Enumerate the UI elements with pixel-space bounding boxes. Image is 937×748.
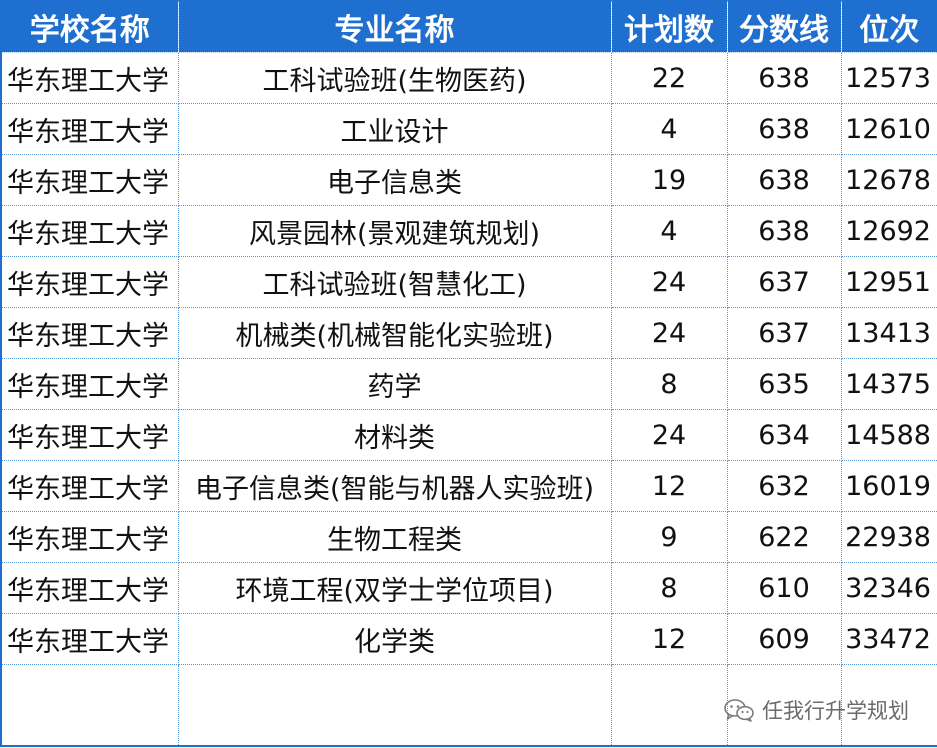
wechat-icon xyxy=(724,698,754,722)
empty-cell xyxy=(0,664,179,747)
cell-school: 华东理工大学 xyxy=(0,154,179,206)
cell-major: 工科试验班(生物医药) xyxy=(177,52,612,104)
cell-major: 材料类 xyxy=(177,409,612,461)
cell-score: 637 xyxy=(726,256,842,308)
cell-school: 华东理工大学 xyxy=(0,358,179,410)
table-row: 华东理工大学 电子信息类 19 638 12678 xyxy=(0,154,937,206)
cell-score: 638 xyxy=(726,103,842,155)
cell-school: 华东理工大学 xyxy=(0,460,179,512)
cell-rank: 32346 xyxy=(840,562,937,614)
cell-major: 机械类(机械智能化实验班) xyxy=(177,307,612,359)
cell-score: 634 xyxy=(726,409,842,461)
empty-row xyxy=(0,664,937,747)
cell-rank: 12678 xyxy=(840,154,937,206)
cell-school: 华东理工大学 xyxy=(0,409,179,461)
header-row: 学校名称 专业名称 计划数 分数线 位次 xyxy=(0,0,937,53)
empty-cell xyxy=(840,664,937,747)
cell-rank: 12610 xyxy=(840,103,937,155)
table-row: 华东理工大学 工科试验班(生物医药) 22 638 12573 xyxy=(0,52,937,104)
cell-school: 华东理工大学 xyxy=(0,52,179,104)
cell-major: 风景园林(景观建筑规划) xyxy=(177,205,612,257)
cell-school: 华东理工大学 xyxy=(0,205,179,257)
cell-score: 638 xyxy=(726,154,842,206)
cell-score: 610 xyxy=(726,562,842,614)
cell-major: 药学 xyxy=(177,358,612,410)
cell-plan: 24 xyxy=(610,256,728,308)
cell-plan: 12 xyxy=(610,613,728,665)
cell-rank: 14588 xyxy=(840,409,937,461)
header-plan: 计划数 xyxy=(610,0,728,53)
cell-rank: 22938 xyxy=(840,511,937,563)
header-score: 分数线 xyxy=(726,0,842,53)
cell-rank: 12573 xyxy=(840,52,937,104)
cell-plan: 8 xyxy=(610,562,728,614)
watermark-text: 任我行升学规划 xyxy=(762,699,909,723)
cell-school: 华东理工大学 xyxy=(0,307,179,359)
table-row: 华东理工大学 材料类 24 634 14588 xyxy=(0,409,937,461)
table-row: 华东理工大学 化学类 12 609 33472 xyxy=(0,613,937,665)
header-major: 专业名称 xyxy=(177,0,612,53)
cell-school: 华东理工大学 xyxy=(0,256,179,308)
table-row: 华东理工大学 风景园林(景观建筑规划) 4 638 12692 xyxy=(0,205,937,257)
cell-score: 632 xyxy=(726,460,842,512)
table-row: 华东理工大学 生物工程类 9 622 22938 xyxy=(0,511,937,563)
cell-plan: 4 xyxy=(610,103,728,155)
watermark: 任我行升学规划 xyxy=(724,695,909,725)
cell-plan: 24 xyxy=(610,409,728,461)
cell-plan: 9 xyxy=(610,511,728,563)
cell-plan: 19 xyxy=(610,154,728,206)
cell-plan: 12 xyxy=(610,460,728,512)
table-row: 华东理工大学 工业设计 4 638 12610 xyxy=(0,103,937,155)
cell-school: 华东理工大学 xyxy=(0,103,179,155)
table-header: 学校名称 专业名称 计划数 分数线 位次 xyxy=(0,0,937,53)
table-row: 华东理工大学 工科试验班(智慧化工) 24 637 12951 xyxy=(0,256,937,308)
header-school: 学校名称 xyxy=(0,0,179,53)
cell-school: 华东理工大学 xyxy=(0,613,179,665)
cell-score: 609 xyxy=(726,613,842,665)
cell-school: 华东理工大学 xyxy=(0,562,179,614)
table-row: 华东理工大学 环境工程(双学士学位项目) 8 610 32346 xyxy=(0,562,937,614)
cell-rank: 12951 xyxy=(840,256,937,308)
cell-rank: 33472 xyxy=(840,613,937,665)
cell-rank: 13413 xyxy=(840,307,937,359)
cell-score: 622 xyxy=(726,511,842,563)
cell-plan: 22 xyxy=(610,52,728,104)
table-row: 华东理工大学 机械类(机械智能化实验班) 24 637 13413 xyxy=(0,307,937,359)
cell-major: 电子信息类(智能与机器人实验班) xyxy=(177,460,612,512)
cell-major: 工科试验班(智慧化工) xyxy=(177,256,612,308)
table-row: 华东理工大学 药学 8 635 14375 xyxy=(0,358,937,410)
cell-score: 638 xyxy=(726,52,842,104)
empty-cell xyxy=(610,664,728,747)
cell-major: 化学类 xyxy=(177,613,612,665)
cell-plan: 8 xyxy=(610,358,728,410)
cell-school: 华东理工大学 xyxy=(0,511,179,563)
cell-major: 环境工程(双学士学位项目) xyxy=(177,562,612,614)
cell-plan: 24 xyxy=(610,307,728,359)
cell-major: 工业设计 xyxy=(177,103,612,155)
empty-cell xyxy=(177,664,612,747)
cell-score: 637 xyxy=(726,307,842,359)
cell-major: 电子信息类 xyxy=(177,154,612,206)
cell-score: 638 xyxy=(726,205,842,257)
cell-rank: 12692 xyxy=(840,205,937,257)
cell-rank: 16019 xyxy=(840,460,937,512)
table-body: 华东理工大学 工科试验班(生物医药) 22 638 12573 华东理工大学 工业设计 4 63… xyxy=(0,52,937,747)
cell-score: 635 xyxy=(726,358,842,410)
cell-plan: 4 xyxy=(610,205,728,257)
table-row: 华东理工大学 电子信息类(智能与机器人实验班) 12 632 16019 xyxy=(0,460,937,512)
cell-rank: 14375 xyxy=(840,358,937,410)
header-rank: 位次 xyxy=(840,0,937,53)
cell-major: 生物工程类 xyxy=(177,511,612,563)
